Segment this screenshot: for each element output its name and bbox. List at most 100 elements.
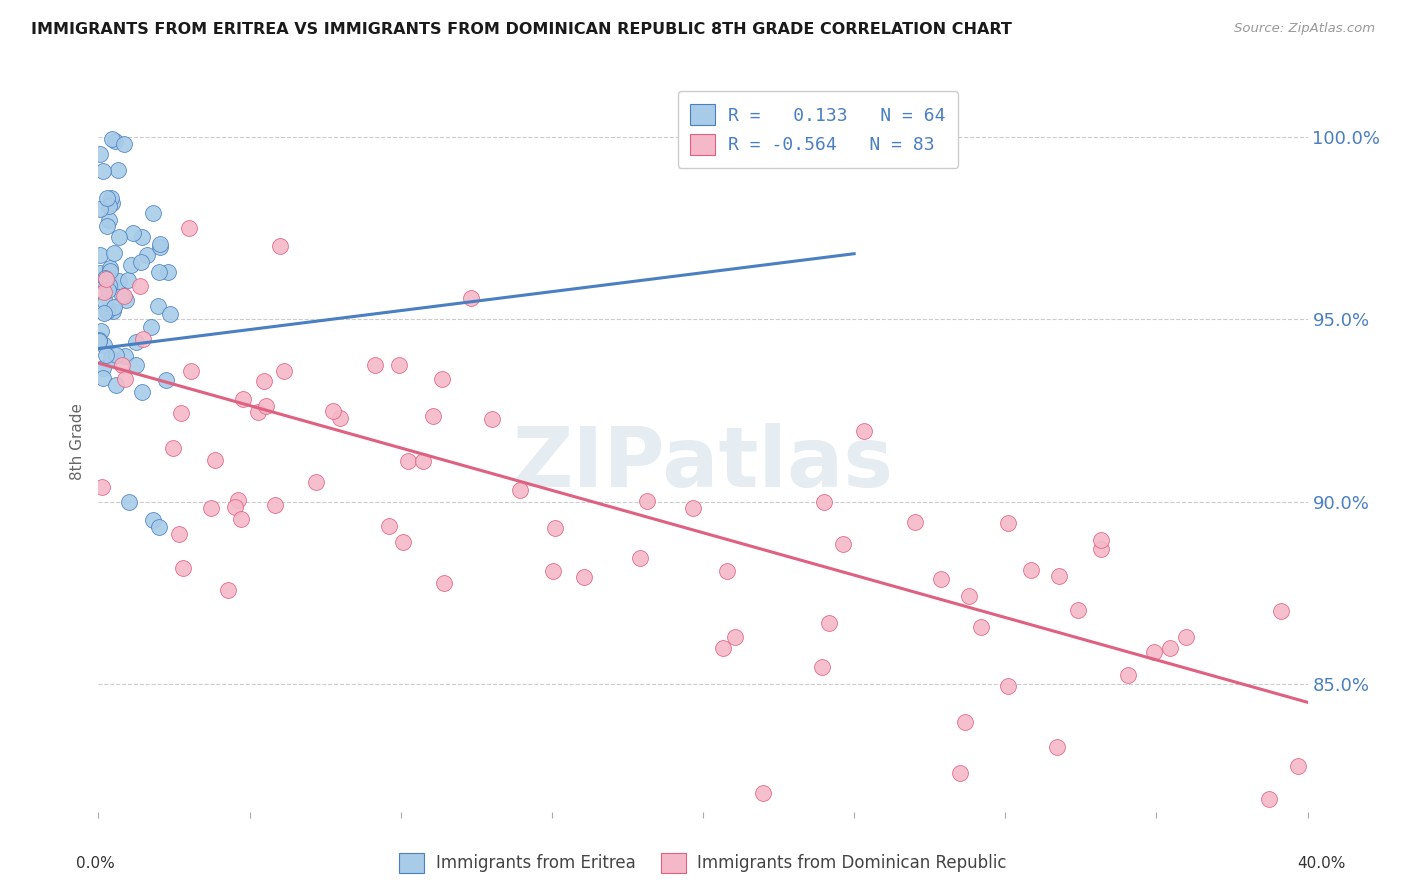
Point <box>378 518 401 533</box>
Point <box>104 377 127 392</box>
Point <box>636 494 658 508</box>
Point <box>481 412 503 426</box>
Point <box>543 564 565 578</box>
Point <box>204 453 226 467</box>
Point <box>509 483 531 497</box>
Point <box>104 348 127 362</box>
Point <box>543 521 565 535</box>
Point <box>254 399 277 413</box>
Point <box>103 300 125 314</box>
Point <box>217 582 239 597</box>
Point <box>1047 569 1070 583</box>
Point <box>813 495 835 509</box>
Point <box>101 132 124 146</box>
Point <box>98 264 121 278</box>
Point <box>104 135 127 149</box>
Point <box>111 288 134 302</box>
Point <box>1174 631 1197 645</box>
Point <box>120 258 142 272</box>
Point <box>89 334 111 349</box>
Point <box>1116 668 1139 682</box>
Text: IMMIGRANTS FROM ERITREA VS IMMIGRANTS FROM DOMINICAN REPUBLIC 8TH GRADE CORRELAT: IMMIGRANTS FROM ERITREA VS IMMIGRANTS FR… <box>31 22 1012 37</box>
Point <box>129 279 152 293</box>
Point <box>387 358 409 372</box>
Point <box>682 501 704 516</box>
Point <box>98 278 121 293</box>
Point <box>142 513 165 527</box>
Point <box>101 304 124 318</box>
Point <box>817 616 839 631</box>
Text: 40.0%: 40.0% <box>1298 856 1346 871</box>
Point <box>253 374 276 388</box>
Point <box>148 265 170 279</box>
Point <box>114 350 136 364</box>
Point <box>112 289 135 303</box>
Point <box>723 631 745 645</box>
Point <box>172 560 194 574</box>
Point <box>148 520 170 534</box>
Point <box>90 324 112 338</box>
Point <box>264 498 287 512</box>
Point <box>628 551 651 566</box>
Point <box>91 371 114 385</box>
Point <box>101 196 124 211</box>
Y-axis label: 8th Grade: 8th Grade <box>70 403 86 480</box>
Point <box>329 411 352 425</box>
Point <box>111 358 134 372</box>
Point <box>142 206 165 220</box>
Point <box>180 364 202 378</box>
Point <box>97 212 120 227</box>
Point <box>247 405 270 419</box>
Point <box>811 660 834 674</box>
Point <box>1258 792 1281 806</box>
Point <box>853 424 876 438</box>
Point <box>430 372 453 386</box>
Point <box>118 494 141 508</box>
Point <box>90 481 112 495</box>
Point <box>149 240 172 254</box>
Point <box>100 277 122 291</box>
Text: 0.0%: 0.0% <box>76 856 115 871</box>
Point <box>997 679 1019 693</box>
Point <box>89 248 111 262</box>
Point <box>94 271 117 285</box>
Point <box>155 373 177 387</box>
Point <box>997 516 1019 531</box>
Point <box>391 535 413 549</box>
Point <box>112 137 135 152</box>
Point <box>93 306 115 320</box>
Point <box>96 272 118 286</box>
Point <box>159 307 181 321</box>
Point <box>1143 645 1166 659</box>
Point <box>115 293 138 307</box>
Point <box>167 527 190 541</box>
Point <box>89 202 111 217</box>
Point <box>98 261 121 276</box>
Point <box>422 409 444 423</box>
Point <box>1286 758 1309 772</box>
Point <box>93 277 115 291</box>
Point <box>232 392 254 407</box>
Point <box>711 640 734 655</box>
Point <box>97 283 120 297</box>
Legend: R =   0.133   N = 64, R = -0.564   N = 83: R = 0.133 N = 64, R = -0.564 N = 83 <box>678 92 959 168</box>
Point <box>1046 739 1069 754</box>
Point <box>129 254 152 268</box>
Point <box>322 404 344 418</box>
Point <box>957 589 980 603</box>
Point <box>131 229 153 244</box>
Point <box>96 190 118 204</box>
Point <box>460 291 482 305</box>
Point <box>752 787 775 801</box>
Point <box>1090 533 1112 547</box>
Point <box>572 570 595 584</box>
Point <box>94 295 117 310</box>
Point <box>226 492 249 507</box>
Text: ZIPatlas: ZIPatlas <box>513 423 893 504</box>
Point <box>114 372 136 386</box>
Point <box>305 475 328 489</box>
Point <box>273 363 295 377</box>
Point <box>100 351 122 365</box>
Point <box>141 320 163 334</box>
Point <box>432 575 454 590</box>
